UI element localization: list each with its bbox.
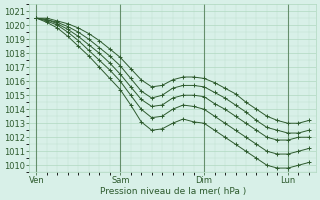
X-axis label: Pression niveau de la mer( hPa ): Pression niveau de la mer( hPa ) xyxy=(100,187,246,196)
